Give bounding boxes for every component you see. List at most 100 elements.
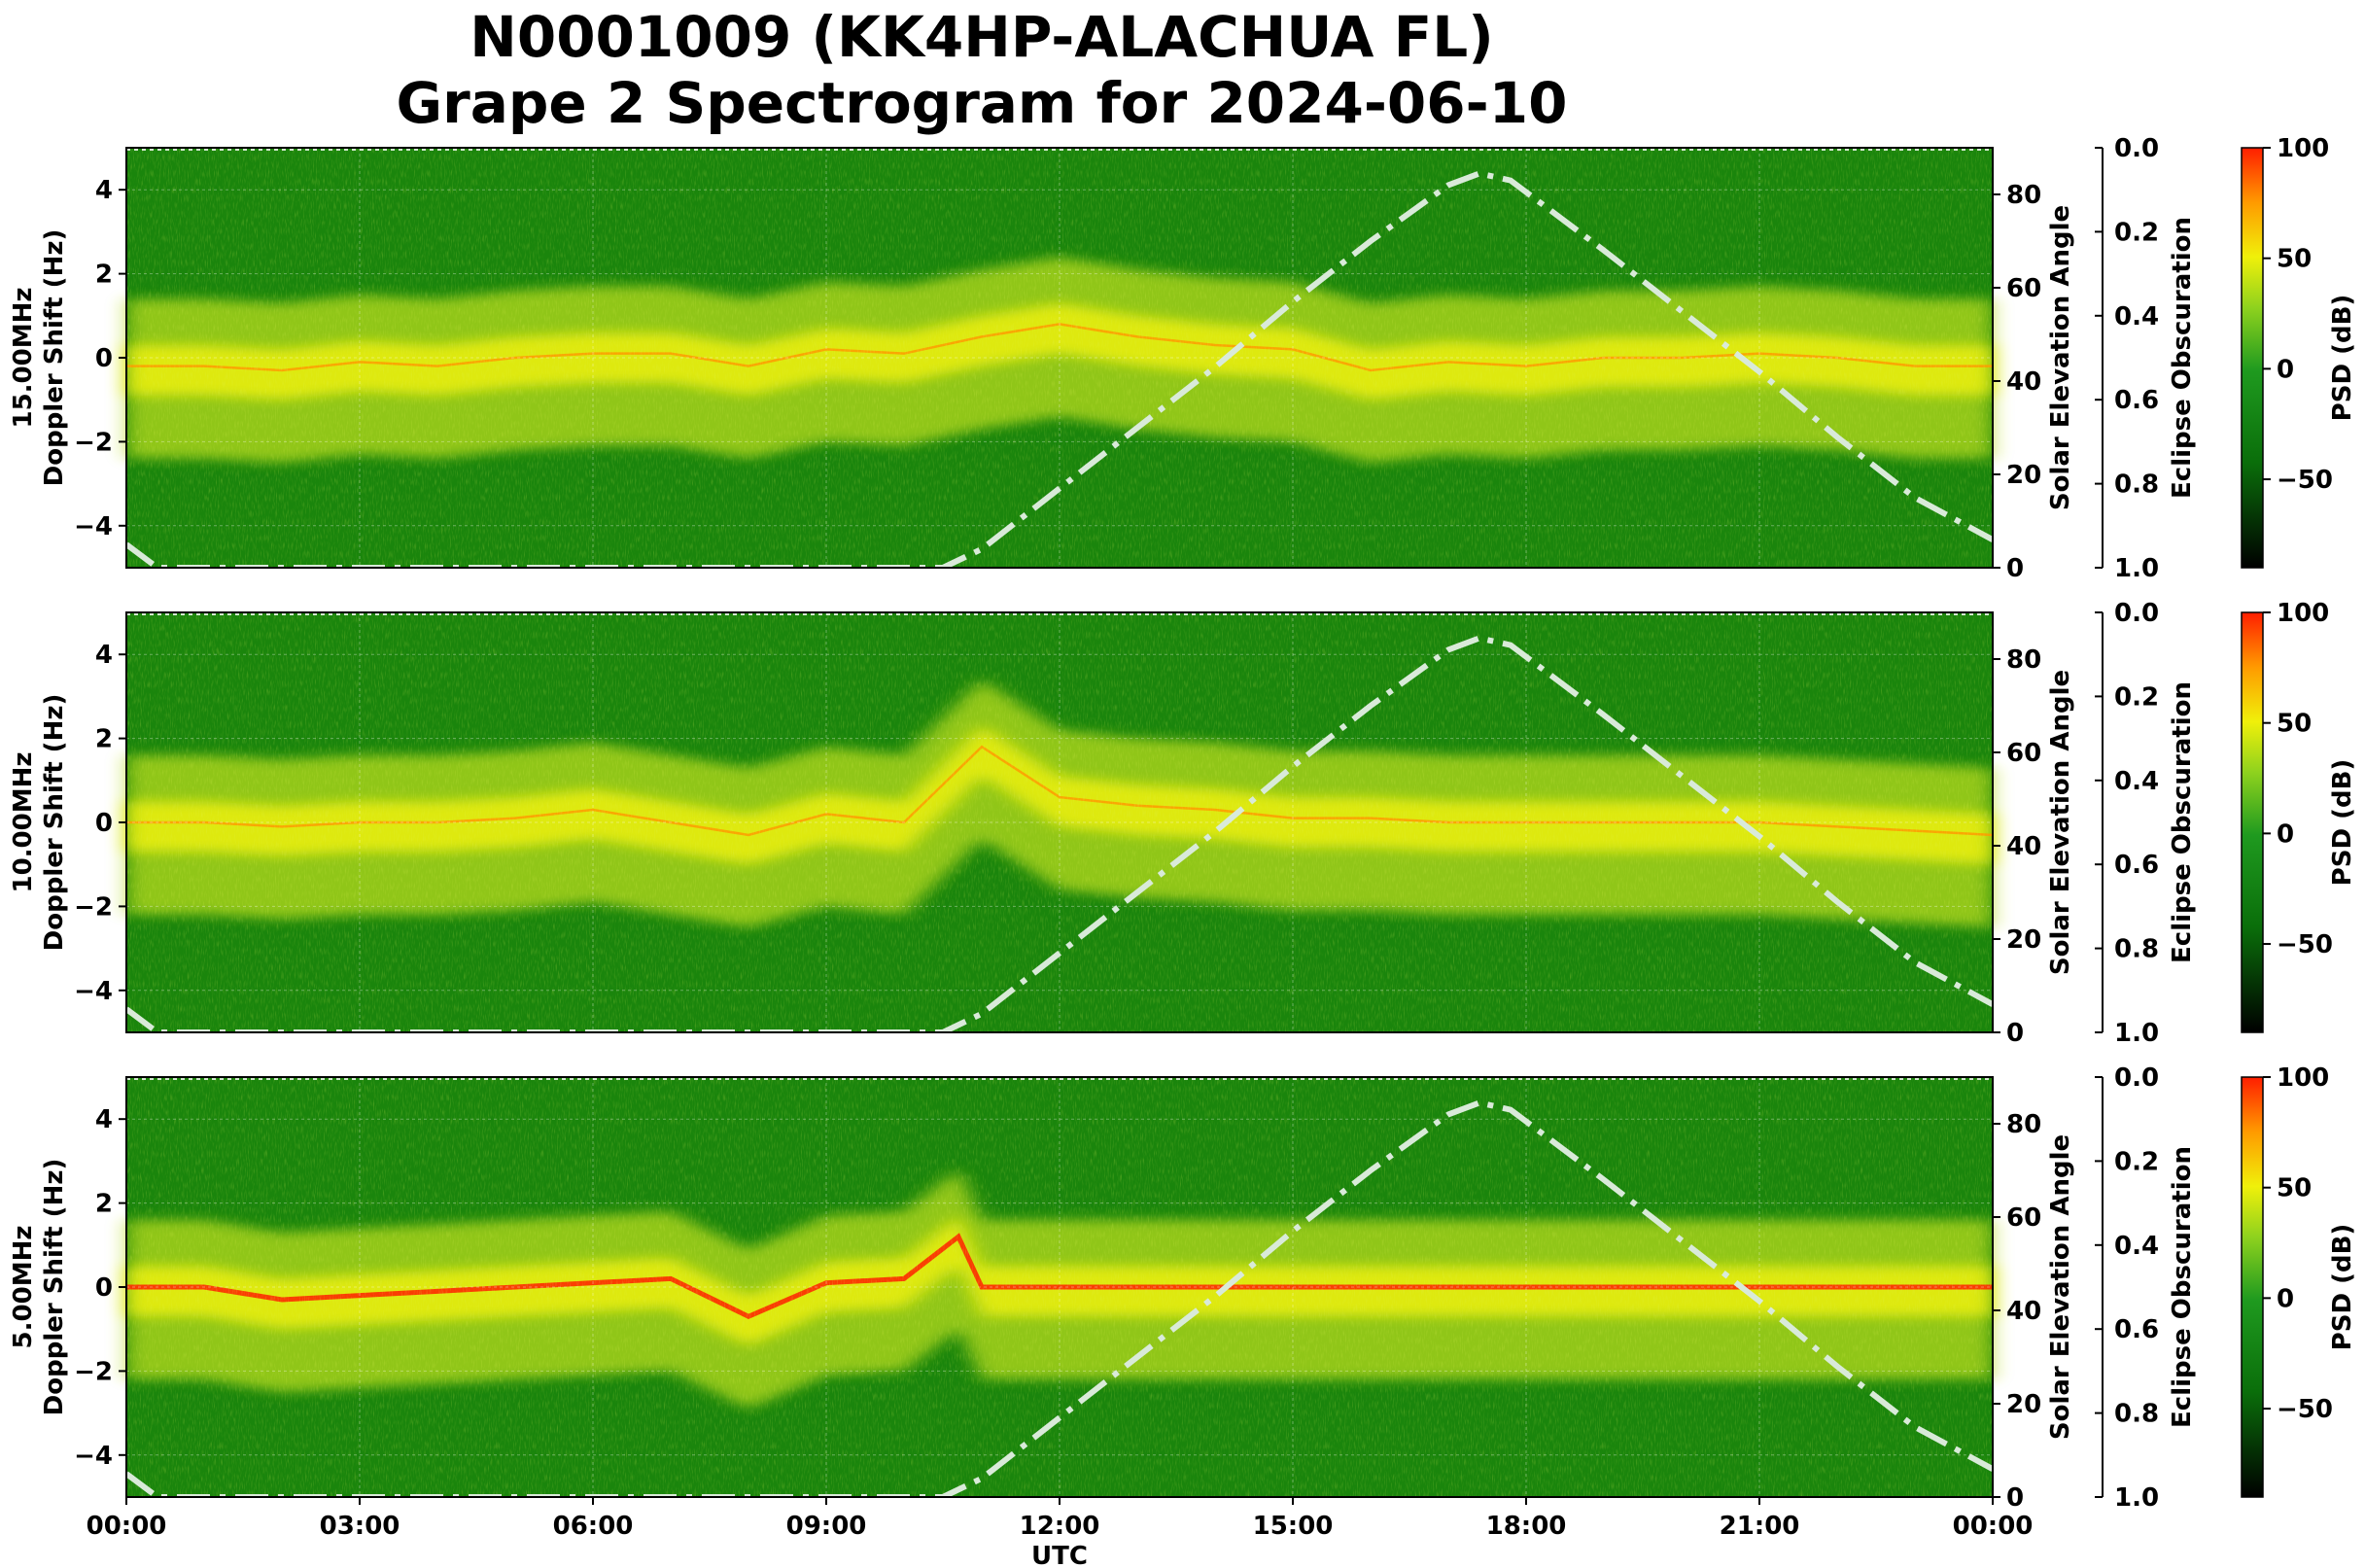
- x-tick-label: 03:00: [320, 1512, 400, 1541]
- y-axis-label-doppler: Doppler Shift (Hz): [40, 229, 69, 487]
- eclipse-tick-label: 0.4: [2114, 302, 2159, 331]
- eclipse-tick-label: 1.0: [2114, 1483, 2159, 1513]
- colorbar-label: PSD (dB): [2328, 759, 2357, 887]
- eclipse-tick-label: 0.0: [2114, 134, 2159, 163]
- x-tick-label: 21:00: [1720, 1512, 1800, 1541]
- eclipse-tick-label: 0.2: [2114, 218, 2159, 247]
- elevation-tick-label: 40: [2006, 367, 2041, 397]
- eclipse-tick-label: 0.4: [2114, 767, 2159, 796]
- elevation-tick-label: 40: [2006, 832, 2041, 861]
- eclipse-tick-label: 0.2: [2114, 1147, 2159, 1176]
- elevation-axis-label: Solar Elevation Angle: [2046, 670, 2075, 975]
- solar-elevation-curve: [126, 170, 1993, 568]
- colorbar-tick-label: 0: [2277, 819, 2294, 849]
- x-axis: 00:00 03:00 06:00 09:00 12:00 15:00 18:00 21:00…: [87, 1497, 2034, 1568]
- colorbar-label: PSD (dB): [2328, 295, 2357, 422]
- spectrogram-noise: [126, 148, 1993, 568]
- x-tick-label: 06:00: [553, 1512, 634, 1541]
- y-axis-label-frequency: 10.00MHz: [9, 751, 38, 892]
- y-tick-label: 2: [95, 1190, 113, 1219]
- colorbar-tick-label: 100: [2277, 599, 2329, 628]
- spectrogram-panel-3: 420−2−45.00MHz Doppler Shift (Hz)80604020…: [9, 1063, 2357, 1513]
- x-tick-label: 18:00: [1486, 1512, 1567, 1541]
- colorbar-tick-label: 0: [2277, 355, 2294, 384]
- y-tick-label: 2: [95, 725, 113, 754]
- eclipse-tick-label: 0.2: [2114, 682, 2159, 712]
- eclipse-tick-label: 0.8: [2114, 935, 2159, 964]
- colorbar-tick-label: 50: [2277, 1174, 2312, 1203]
- y-tick-label: −2: [74, 428, 113, 457]
- spectrogram-noise: [126, 612, 1993, 1032]
- spectrogram-panel-1: 420−2−415.00MHz Doppler Shift (Hz)8060402…: [9, 134, 2357, 583]
- x-tick-label: 09:00: [786, 1512, 867, 1541]
- colorbar-tick-label: 50: [2277, 710, 2312, 739]
- x-tick-label: 15:00: [1253, 1512, 1334, 1541]
- colorbar-label: PSD (dB): [2328, 1224, 2357, 1351]
- solar-elevation-curve: [126, 1099, 1993, 1497]
- y-tick-label: 0: [95, 809, 113, 838]
- y-tick-label: 4: [95, 176, 113, 205]
- elevation-tick-label: 80: [2006, 181, 2041, 210]
- elevation-axis-label: Solar Elevation Angle: [2046, 1134, 2075, 1440]
- elevation-axis-label: Solar Elevation Angle: [2046, 205, 2075, 510]
- spectrogram-panel-2: 420−2−410.00MHz Doppler Shift (Hz)8060402…: [9, 599, 2357, 1048]
- elevation-tick-label: 60: [2006, 274, 2041, 303]
- x-axis-label: UTC: [1031, 1542, 1088, 1568]
- chart-title-line1: N0001009 (KK4HP-ALACHUA FL): [470, 4, 1494, 70]
- y-tick-label: −2: [74, 892, 113, 922]
- x-tick-label: 00:00: [1953, 1512, 2034, 1541]
- y-tick-label: −4: [74, 977, 113, 1006]
- spectrogram-noise: [126, 1077, 1993, 1497]
- colorbar-tick-label: 100: [2277, 134, 2329, 163]
- y-tick-label: −4: [74, 512, 113, 541]
- eclipse-tick-label: 0.6: [2114, 386, 2159, 415]
- elevation-tick-label: 60: [2006, 1203, 2041, 1233]
- y-tick-label: 4: [95, 1105, 113, 1134]
- y-axis-label-doppler: Doppler Shift (Hz): [40, 694, 69, 952]
- eclipse-tick-label: 0.8: [2114, 470, 2159, 500]
- y-tick-label: 4: [95, 641, 113, 670]
- elevation-tick-label: 0: [2006, 1483, 2024, 1513]
- y-axis-label-frequency: 5.00MHz: [9, 1226, 38, 1349]
- colorbar-tick-label: 50: [2277, 245, 2312, 274]
- chart-title-line2: Grape 2 Spectrogram for 2024-06-10: [396, 70, 1568, 136]
- colorbar-tick-label: 0: [2277, 1284, 2294, 1313]
- elevation-tick-label: 20: [2006, 1390, 2041, 1419]
- eclipse-tick-label: 0.6: [2114, 851, 2159, 880]
- elevation-tick-label: 0: [2006, 554, 2024, 583]
- colorbar-tick-label: −50: [2277, 930, 2333, 959]
- y-tick-label: 0: [95, 1273, 113, 1303]
- psd-colorbar: [2241, 611, 2264, 1033]
- eclipse-tick-label: 0.6: [2114, 1315, 2159, 1344]
- elevation-tick-label: 20: [2006, 925, 2041, 955]
- elevation-tick-label: 60: [2006, 739, 2041, 768]
- colorbar-tick-label: 100: [2277, 1063, 2329, 1093]
- solar-elevation-curve: [126, 635, 1993, 1032]
- y-tick-label: −4: [74, 1442, 113, 1471]
- eclipse-axis-label: Eclipse Obscuration: [2168, 681, 2197, 963]
- x-tick-label: 12:00: [1020, 1512, 1100, 1541]
- eclipse-tick-label: 1.0: [2114, 554, 2159, 583]
- eclipse-axis-label: Eclipse Obscuration: [2168, 1146, 2197, 1428]
- elevation-tick-label: 0: [2006, 1019, 2024, 1048]
- eclipse-tick-label: 0.0: [2114, 1063, 2159, 1093]
- y-tick-label: 2: [95, 261, 113, 290]
- eclipse-axis-label: Eclipse Obscuration: [2168, 217, 2197, 499]
- eclipse-tick-label: 1.0: [2114, 1019, 2159, 1048]
- elevation-tick-label: 40: [2006, 1297, 2041, 1326]
- elevation-tick-label: 80: [2006, 645, 2041, 675]
- colorbar-tick-label: −50: [2277, 1395, 2333, 1424]
- panels-group: 420−2−415.00MHz Doppler Shift (Hz)8060402…: [9, 134, 2357, 1513]
- x-tick-label: 00:00: [87, 1512, 167, 1541]
- eclipse-tick-label: 0.0: [2114, 599, 2159, 628]
- psd-colorbar: [2241, 147, 2264, 569]
- eclipse-tick-label: 0.4: [2114, 1232, 2159, 1261]
- y-tick-label: 0: [95, 344, 113, 373]
- y-axis-label-frequency: 15.00MHz: [9, 287, 38, 428]
- y-axis-label-doppler: Doppler Shift (Hz): [40, 1159, 69, 1416]
- chart-title: N0001009 (KK4HP-ALACHUA FL) Grape 2 Spec…: [0, 0, 1964, 136]
- colorbar-tick-label: −50: [2277, 466, 2333, 495]
- eclipse-tick-label: 0.8: [2114, 1400, 2159, 1429]
- elevation-tick-label: 80: [2006, 1110, 2041, 1139]
